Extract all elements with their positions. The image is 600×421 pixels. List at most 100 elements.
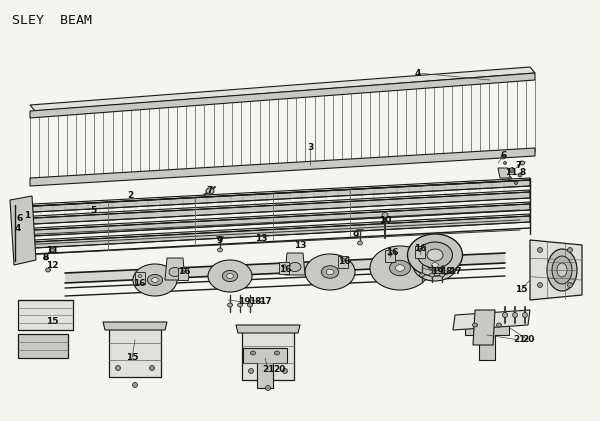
Polygon shape	[385, 250, 395, 262]
Ellipse shape	[473, 323, 478, 327]
Ellipse shape	[148, 274, 163, 285]
Polygon shape	[178, 268, 188, 280]
Ellipse shape	[418, 242, 452, 268]
Polygon shape	[15, 192, 530, 225]
Ellipse shape	[152, 277, 158, 282]
Ellipse shape	[419, 273, 425, 277]
Ellipse shape	[552, 256, 572, 284]
Text: 5: 5	[90, 205, 96, 215]
Ellipse shape	[427, 259, 443, 271]
Text: 4: 4	[15, 224, 21, 232]
Text: 16: 16	[279, 266, 291, 274]
Ellipse shape	[223, 270, 238, 282]
Ellipse shape	[497, 323, 502, 327]
Ellipse shape	[326, 269, 334, 274]
Text: 11: 11	[46, 245, 58, 255]
Polygon shape	[15, 190, 530, 219]
Ellipse shape	[116, 365, 121, 370]
Ellipse shape	[503, 162, 506, 165]
Ellipse shape	[520, 161, 524, 165]
Ellipse shape	[358, 241, 362, 245]
Ellipse shape	[440, 273, 445, 277]
Ellipse shape	[370, 246, 430, 290]
Polygon shape	[103, 322, 167, 330]
Polygon shape	[15, 202, 530, 231]
Polygon shape	[236, 325, 300, 333]
Polygon shape	[165, 258, 185, 280]
Text: 16: 16	[338, 258, 350, 266]
Ellipse shape	[227, 274, 233, 278]
Polygon shape	[18, 334, 68, 358]
Polygon shape	[135, 272, 145, 284]
Text: 19: 19	[238, 298, 250, 306]
Polygon shape	[18, 300, 73, 330]
Text: 21: 21	[513, 336, 525, 344]
Ellipse shape	[282, 264, 286, 267]
Polygon shape	[30, 73, 535, 118]
Ellipse shape	[523, 312, 527, 317]
Ellipse shape	[206, 188, 214, 194]
Ellipse shape	[181, 271, 185, 274]
Ellipse shape	[568, 282, 572, 288]
Ellipse shape	[227, 303, 233, 307]
Text: 16: 16	[386, 248, 398, 256]
Text: 6: 6	[501, 150, 507, 160]
Polygon shape	[338, 256, 348, 268]
Text: 11: 11	[505, 168, 517, 176]
Text: 17: 17	[259, 298, 271, 306]
Polygon shape	[453, 310, 530, 330]
Polygon shape	[498, 168, 510, 178]
Ellipse shape	[44, 256, 49, 260]
Ellipse shape	[321, 266, 339, 278]
Text: 12: 12	[46, 261, 58, 269]
Polygon shape	[243, 348, 287, 388]
Ellipse shape	[208, 260, 252, 292]
Ellipse shape	[341, 258, 345, 261]
Ellipse shape	[133, 383, 137, 387]
Text: 8: 8	[520, 168, 526, 176]
Text: 3: 3	[307, 144, 313, 152]
Polygon shape	[279, 262, 289, 274]
Text: 8: 8	[43, 253, 49, 263]
Text: 9: 9	[217, 235, 223, 245]
Ellipse shape	[547, 249, 577, 291]
Text: 18: 18	[440, 267, 452, 277]
Text: 16: 16	[133, 279, 145, 288]
Ellipse shape	[248, 303, 253, 307]
Polygon shape	[15, 216, 530, 249]
Ellipse shape	[512, 312, 517, 317]
Polygon shape	[242, 330, 294, 380]
Ellipse shape	[509, 168, 515, 173]
Ellipse shape	[413, 249, 457, 281]
Polygon shape	[415, 246, 425, 258]
Text: 16: 16	[178, 267, 190, 277]
Ellipse shape	[46, 268, 50, 272]
Ellipse shape	[518, 173, 522, 177]
Text: 7: 7	[516, 160, 522, 170]
Ellipse shape	[407, 234, 463, 276]
Ellipse shape	[149, 365, 155, 370]
Text: 13: 13	[255, 234, 267, 242]
Ellipse shape	[275, 351, 280, 355]
Ellipse shape	[501, 155, 505, 159]
Ellipse shape	[266, 386, 271, 391]
Ellipse shape	[427, 249, 443, 261]
Text: 15: 15	[515, 285, 527, 295]
Ellipse shape	[248, 368, 254, 373]
Text: 19: 19	[431, 267, 443, 277]
Ellipse shape	[395, 265, 404, 271]
Polygon shape	[15, 204, 530, 237]
Polygon shape	[30, 67, 535, 111]
Polygon shape	[30, 148, 535, 186]
Text: 17: 17	[449, 267, 461, 277]
Text: 13: 13	[294, 240, 306, 250]
Polygon shape	[10, 196, 36, 265]
Text: 9: 9	[353, 231, 359, 240]
Ellipse shape	[305, 254, 355, 290]
Ellipse shape	[238, 303, 242, 307]
Ellipse shape	[389, 260, 410, 276]
Text: 21: 21	[262, 365, 274, 375]
Ellipse shape	[251, 351, 256, 355]
Ellipse shape	[418, 248, 422, 251]
Ellipse shape	[218, 248, 223, 252]
